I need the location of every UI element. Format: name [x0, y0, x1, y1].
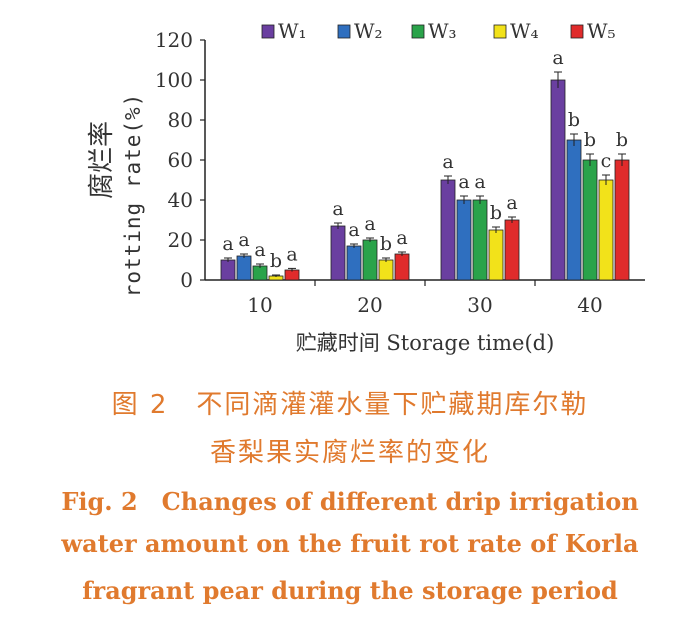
- legend-label: W₁: [278, 19, 307, 43]
- bar: [504, 219, 520, 281]
- bar: [362, 239, 378, 281]
- x-tick-label: 40: [577, 293, 602, 317]
- y-ticks: 0 20 40 60 80 100 120: [155, 28, 205, 292]
- bar: [236, 255, 252, 281]
- y-tick-label: 60: [168, 148, 193, 172]
- significance-label: a: [442, 151, 453, 173]
- bar: [394, 253, 410, 281]
- y-axis-label-en: rotting rate(%): [121, 93, 145, 298]
- significance-label: b: [616, 129, 628, 151]
- significance-label: a: [506, 192, 517, 214]
- y-tick-label: 20: [168, 228, 193, 252]
- bar: [252, 265, 268, 281]
- bar: [550, 79, 566, 281]
- caption-en-line3: fragrant pear during the storage period: [82, 576, 618, 605]
- bar: [220, 259, 236, 281]
- y-tick-label: 40: [168, 188, 193, 212]
- legend-swatch: [411, 24, 425, 39]
- significance-label: b: [270, 250, 282, 272]
- legend-swatch: [261, 24, 275, 39]
- legend-label: W₂: [354, 19, 383, 43]
- significance-label: b: [380, 233, 392, 255]
- caption-cn-line2: 香梨果实腐烂率的变化: [209, 438, 490, 468]
- y-tick-label: 120: [155, 28, 193, 52]
- bar: [598, 179, 614, 281]
- y-tick-label: 0: [180, 268, 193, 292]
- significance-label: a: [286, 243, 297, 265]
- legend-label: W₃: [428, 19, 457, 43]
- bar: [378, 259, 394, 281]
- significance-label: a: [458, 171, 469, 193]
- significance-label: a: [238, 229, 249, 251]
- x-ticks: 10 20 30 40: [247, 280, 603, 317]
- bar: [614, 159, 630, 281]
- y-tick-label: 80: [168, 108, 193, 132]
- significance-label: a: [552, 47, 563, 69]
- significance-label: a: [364, 213, 375, 235]
- x-tick-label: 10: [247, 293, 272, 317]
- y-axis-label-cn: 腐烂率: [87, 121, 117, 199]
- significance-label: a: [254, 239, 265, 261]
- significance-label: b: [490, 202, 502, 224]
- x-tick-label: 20: [357, 293, 382, 317]
- y-tick-label: 100: [155, 68, 193, 92]
- bar: [456, 199, 472, 281]
- x-axis-label: 贮藏时间 Storage time(d): [296, 331, 555, 355]
- significance-label: b: [568, 109, 580, 131]
- legend-swatch: [337, 24, 351, 39]
- significance-label: c: [601, 150, 612, 172]
- legend-swatch: [570, 24, 584, 39]
- legend-swatch: [493, 24, 507, 39]
- caption-en-line1: Fig. 2 Changes of different drip irrigat…: [61, 487, 639, 516]
- bar: [472, 199, 488, 281]
- significance-label: a: [332, 198, 343, 220]
- bar: [488, 229, 504, 281]
- legend: W₁ W₂ W₃ W₄ W₅: [261, 19, 616, 43]
- legend-label: W₅: [587, 19, 616, 43]
- bar: [330, 225, 346, 281]
- bar: [582, 159, 598, 281]
- significance-label: a: [396, 227, 407, 249]
- bar: [440, 179, 456, 281]
- bar: [566, 139, 582, 281]
- significance-label: a: [474, 171, 485, 193]
- legend-label: W₄: [510, 19, 539, 43]
- caption-en-line2: water amount on the fruit rot rate of Ko…: [61, 529, 639, 558]
- bar: [346, 245, 362, 281]
- significance-label: a: [222, 233, 233, 255]
- caption-cn-line1: 图 2 不同滴灌灌水量下贮藏期库尔勒: [111, 390, 589, 420]
- significance-label: a: [348, 219, 359, 241]
- significance-label: b: [584, 129, 596, 151]
- x-tick-label: 30: [467, 293, 492, 317]
